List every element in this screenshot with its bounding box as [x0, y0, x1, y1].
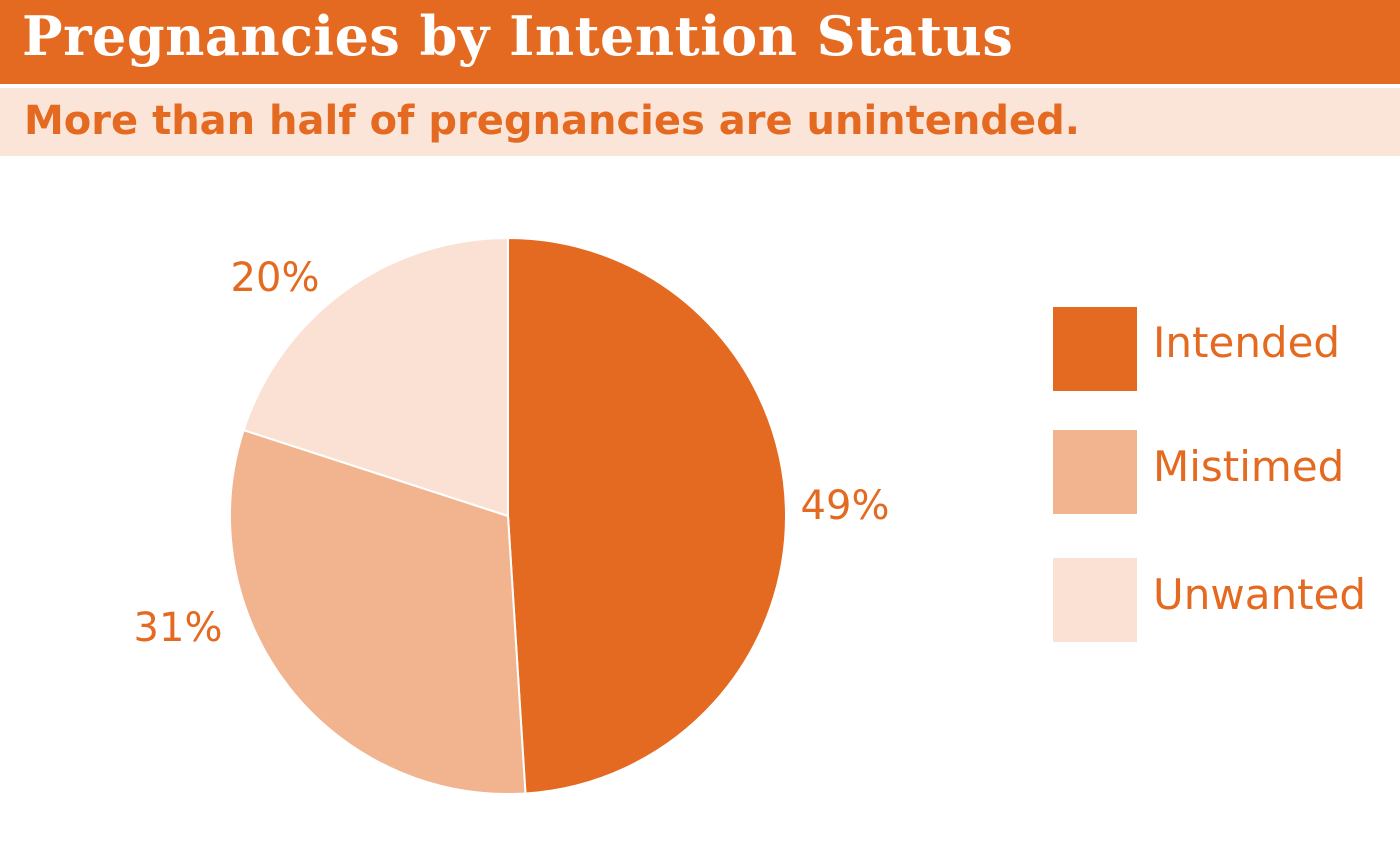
pie-slice-intended	[507, 236, 787, 795]
data-label-intended: 49%	[801, 483, 890, 529]
chart-title: Pregnancies by Intention Status	[22, 4, 1014, 68]
subtitle-bar: More than half of pregnancies are uninte…	[0, 88, 1400, 156]
legend-label-mistimed: Mistimed	[1153, 442, 1345, 491]
data-label-mistimed: 31%	[134, 605, 223, 651]
legend-swatch-mistimed	[1053, 430, 1137, 514]
legend-swatch-unwanted	[1053, 558, 1137, 642]
title-bar: Pregnancies by Intention Status	[0, 0, 1400, 84]
legend-label-intended: Intended	[1153, 318, 1341, 367]
data-label-unwanted: 20%	[231, 255, 320, 301]
pie-slice-unwanted	[242, 236, 509, 518]
legend-label-unwanted: Unwanted	[1153, 570, 1367, 619]
pie-slice-mistimed	[229, 428, 527, 795]
chart-subtitle: More than half of pregnancies are uninte…	[24, 98, 1080, 144]
legend-swatch-intended	[1053, 307, 1137, 391]
